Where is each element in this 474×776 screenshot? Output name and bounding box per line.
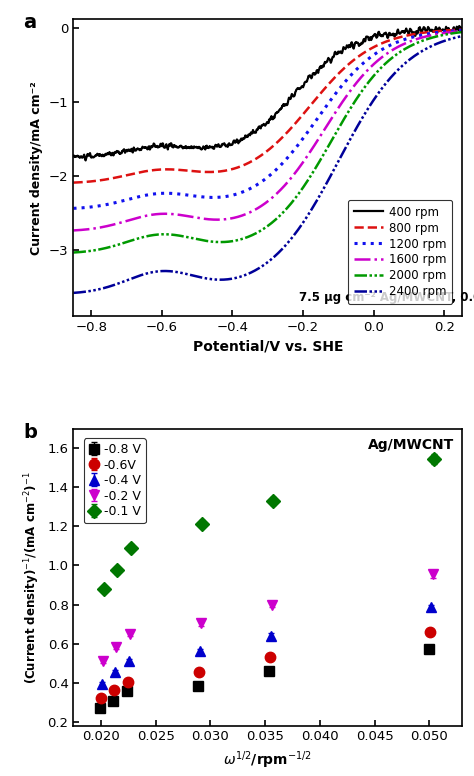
400 rpm xyxy=(95,151,100,160)
800 rpm xyxy=(94,176,100,185)
800 rpm xyxy=(296,114,302,123)
Text: b: b xyxy=(23,423,37,442)
800 rpm xyxy=(365,46,371,55)
2400 rpm xyxy=(405,56,411,65)
2000 rpm xyxy=(318,154,324,164)
800 rpm xyxy=(71,178,76,187)
Text: 7.5 μg cm⁻² Ag/MWCNT, 0.01 V s⁻¹ at 25 °C: 7.5 μg cm⁻² Ag/MWCNT, 0.01 V s⁻¹ at 25 °… xyxy=(299,291,474,304)
1600 rpm xyxy=(307,148,312,158)
Text: a: a xyxy=(23,13,36,33)
800 rpm xyxy=(307,102,312,112)
2000 rpm xyxy=(405,43,411,52)
Line: 1200 rpm: 1200 rpm xyxy=(73,30,462,209)
1600 rpm xyxy=(365,65,371,74)
X-axis label: $\omega^{1/2}$/rpm$^{-1/2}$: $\omega^{1/2}$/rpm$^{-1/2}$ xyxy=(223,749,312,771)
800 rpm xyxy=(405,30,411,40)
1200 rpm xyxy=(71,204,76,213)
1200 rpm xyxy=(318,109,324,118)
1600 rpm xyxy=(318,130,324,140)
Legend: -0.8 V, -0.6V, -0.4 V, -0.2 V, -0.1 V: -0.8 V, -0.6V, -0.4 V, -0.2 V, -0.1 V xyxy=(83,438,146,523)
1200 rpm xyxy=(296,139,302,148)
2000 rpm xyxy=(365,78,371,87)
400 rpm xyxy=(459,23,465,33)
400 rpm xyxy=(71,151,76,161)
2000 rpm xyxy=(459,27,465,36)
Text: Ag/MWCNT: Ag/MWCNT xyxy=(368,438,455,452)
Line: 2400 rpm: 2400 rpm xyxy=(73,36,462,293)
1600 rpm xyxy=(296,163,302,172)
1600 rpm xyxy=(405,37,411,47)
400 rpm xyxy=(406,29,411,38)
2000 rpm xyxy=(94,245,100,255)
Legend: 400 rpm, 800 rpm, 1200 rpm, 1600 rpm, 2000 rpm, 2400 rpm: 400 rpm, 800 rpm, 1200 rpm, 1600 rpm, 20… xyxy=(347,199,452,304)
400 rpm xyxy=(307,71,313,81)
400 rpm xyxy=(83,156,89,165)
Line: 400 rpm: 400 rpm xyxy=(73,26,462,161)
Y-axis label: Current density/mA cm⁻²: Current density/mA cm⁻² xyxy=(30,81,44,255)
Line: 800 rpm: 800 rpm xyxy=(73,29,462,182)
1200 rpm xyxy=(307,125,312,134)
2400 rpm xyxy=(318,189,324,198)
1600 rpm xyxy=(459,26,465,36)
2400 rpm xyxy=(71,288,76,297)
1600 rpm xyxy=(94,223,100,233)
2000 rpm xyxy=(307,173,312,182)
400 rpm xyxy=(456,22,462,31)
Y-axis label: (Current density)$^{-1}$/(mA cm$^{-2}$)$^{-1}$: (Current density)$^{-1}$/(mA cm$^{-2}$)$… xyxy=(22,471,42,684)
400 rpm xyxy=(297,85,302,94)
1200 rpm xyxy=(459,26,465,35)
800 rpm xyxy=(459,25,465,34)
2400 rpm xyxy=(459,31,465,40)
1200 rpm xyxy=(94,202,100,211)
Line: 1600 rpm: 1600 rpm xyxy=(73,31,462,230)
2000 rpm xyxy=(296,189,302,198)
2400 rpm xyxy=(365,103,371,113)
1600 rpm xyxy=(71,226,76,235)
Line: 2000 rpm: 2000 rpm xyxy=(73,32,462,252)
400 rpm xyxy=(366,35,372,44)
2400 rpm xyxy=(307,208,312,217)
1200 rpm xyxy=(405,33,411,43)
1200 rpm xyxy=(365,54,371,64)
2400 rpm xyxy=(94,285,100,294)
800 rpm xyxy=(318,88,324,98)
2400 rpm xyxy=(296,223,302,233)
400 rpm xyxy=(319,64,324,73)
X-axis label: Potential/V vs. SHE: Potential/V vs. SHE xyxy=(192,340,343,354)
2000 rpm xyxy=(71,248,76,257)
